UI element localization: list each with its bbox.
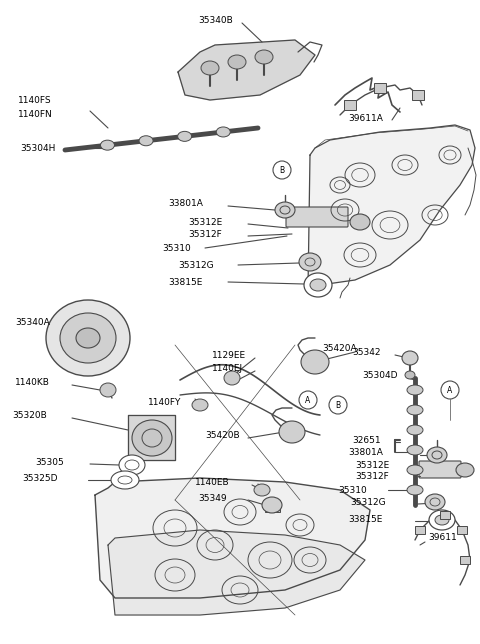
Text: 1140FN: 1140FN bbox=[18, 109, 53, 118]
Text: 35305: 35305 bbox=[35, 457, 64, 466]
Text: B: B bbox=[336, 401, 341, 410]
Bar bbox=[412, 90, 424, 100]
Polygon shape bbox=[95, 478, 370, 598]
Bar bbox=[265, 500, 280, 512]
Ellipse shape bbox=[46, 300, 130, 376]
Text: 32651: 32651 bbox=[352, 435, 381, 444]
Ellipse shape bbox=[427, 447, 447, 463]
Ellipse shape bbox=[139, 136, 153, 146]
Text: 35304H: 35304H bbox=[20, 144, 55, 153]
Ellipse shape bbox=[111, 471, 139, 489]
Ellipse shape bbox=[299, 253, 321, 271]
Circle shape bbox=[299, 391, 317, 409]
Text: 35312E: 35312E bbox=[355, 460, 389, 469]
Ellipse shape bbox=[275, 202, 295, 218]
Text: 35420B: 35420B bbox=[205, 430, 240, 439]
Ellipse shape bbox=[100, 383, 116, 397]
Text: 1129EE: 1129EE bbox=[212, 350, 246, 359]
Text: 35349: 35349 bbox=[198, 493, 227, 502]
Ellipse shape bbox=[407, 405, 423, 415]
Text: 1140FY: 1140FY bbox=[148, 397, 181, 406]
Ellipse shape bbox=[407, 385, 423, 395]
Text: 1140KB: 1140KB bbox=[15, 377, 50, 386]
Ellipse shape bbox=[405, 371, 415, 379]
Text: A: A bbox=[447, 386, 453, 395]
Text: 35312E: 35312E bbox=[188, 218, 222, 227]
Ellipse shape bbox=[304, 273, 332, 297]
Polygon shape bbox=[178, 40, 315, 100]
Text: 33801A: 33801A bbox=[348, 448, 383, 457]
Text: 35342: 35342 bbox=[352, 348, 381, 357]
Text: 35325D: 35325D bbox=[22, 473, 58, 482]
Ellipse shape bbox=[119, 455, 145, 475]
Ellipse shape bbox=[407, 465, 423, 475]
Text: 1140EB: 1140EB bbox=[195, 477, 229, 486]
Ellipse shape bbox=[132, 420, 172, 456]
Ellipse shape bbox=[402, 351, 418, 365]
Circle shape bbox=[329, 396, 347, 414]
Text: 35340A: 35340A bbox=[15, 317, 50, 327]
Text: 35310: 35310 bbox=[162, 243, 191, 252]
Polygon shape bbox=[308, 125, 475, 290]
Ellipse shape bbox=[192, 399, 208, 411]
Ellipse shape bbox=[201, 61, 219, 75]
Text: 1140FS: 1140FS bbox=[18, 95, 52, 104]
Ellipse shape bbox=[407, 425, 423, 435]
Text: 35320B: 35320B bbox=[12, 410, 47, 419]
Ellipse shape bbox=[178, 131, 192, 142]
Text: B: B bbox=[279, 166, 285, 175]
Text: 35304D: 35304D bbox=[362, 370, 397, 379]
Ellipse shape bbox=[435, 515, 449, 525]
Ellipse shape bbox=[224, 371, 240, 385]
Text: 35312G: 35312G bbox=[350, 498, 385, 506]
Text: 33815E: 33815E bbox=[348, 515, 383, 524]
FancyBboxPatch shape bbox=[419, 461, 461, 478]
Bar bbox=[457, 526, 467, 534]
Text: 35420A: 35420A bbox=[322, 343, 357, 352]
Text: 35312G: 35312G bbox=[178, 261, 214, 269]
Text: 39611A: 39611A bbox=[348, 113, 383, 122]
Ellipse shape bbox=[301, 350, 329, 374]
Ellipse shape bbox=[456, 463, 474, 477]
Polygon shape bbox=[108, 530, 365, 615]
Ellipse shape bbox=[76, 328, 100, 348]
Ellipse shape bbox=[350, 214, 370, 230]
Bar bbox=[344, 100, 356, 110]
FancyBboxPatch shape bbox=[286, 207, 348, 227]
Bar bbox=[460, 556, 470, 564]
Ellipse shape bbox=[228, 55, 246, 69]
Polygon shape bbox=[128, 415, 175, 460]
Text: 33801A: 33801A bbox=[168, 198, 203, 207]
Text: 35340B: 35340B bbox=[198, 15, 233, 24]
Bar bbox=[415, 526, 425, 534]
Ellipse shape bbox=[279, 421, 305, 443]
Ellipse shape bbox=[216, 127, 230, 137]
Ellipse shape bbox=[262, 497, 282, 513]
Circle shape bbox=[273, 161, 291, 179]
Ellipse shape bbox=[254, 484, 270, 496]
Text: 35312F: 35312F bbox=[355, 471, 389, 480]
Circle shape bbox=[441, 381, 459, 399]
Bar bbox=[374, 83, 386, 93]
Ellipse shape bbox=[100, 140, 114, 150]
Ellipse shape bbox=[310, 279, 326, 291]
Text: 1140EJ: 1140EJ bbox=[212, 363, 243, 372]
Ellipse shape bbox=[407, 445, 423, 455]
Ellipse shape bbox=[425, 494, 445, 510]
Text: 33815E: 33815E bbox=[168, 278, 203, 287]
Text: 39611: 39611 bbox=[428, 533, 457, 542]
Text: 35312F: 35312F bbox=[188, 229, 222, 238]
Ellipse shape bbox=[407, 485, 423, 495]
Text: A: A bbox=[305, 395, 311, 404]
Bar bbox=[440, 511, 450, 519]
Ellipse shape bbox=[429, 510, 455, 530]
Text: 35310: 35310 bbox=[338, 486, 367, 495]
Ellipse shape bbox=[60, 313, 116, 363]
Ellipse shape bbox=[255, 50, 273, 64]
